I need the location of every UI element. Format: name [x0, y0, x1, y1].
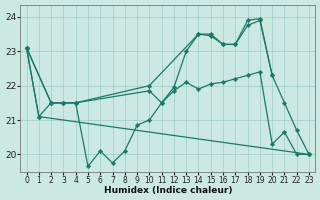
- X-axis label: Humidex (Indice chaleur): Humidex (Indice chaleur): [104, 186, 232, 195]
